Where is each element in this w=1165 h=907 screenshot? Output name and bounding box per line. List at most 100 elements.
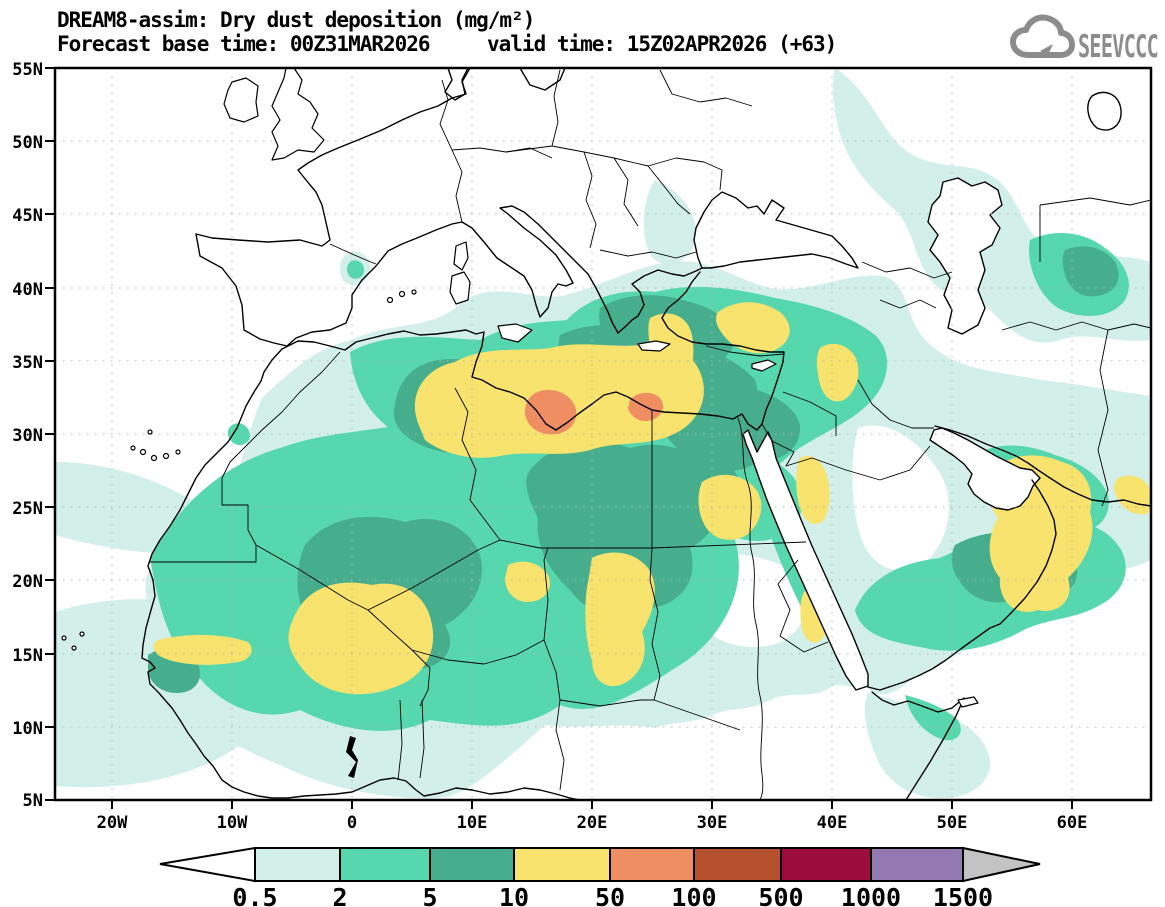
colorbar-segment-50-100 bbox=[609, 847, 695, 882]
canary-island bbox=[139, 448, 147, 456]
border-line bbox=[583, 151, 597, 249]
dust-region bbox=[643, 180, 696, 265]
dust-region bbox=[505, 561, 550, 603]
border-line bbox=[255, 539, 501, 611]
colorbar: 0.5 2 5 10 50 100 500 1000 1500 bbox=[159, 846, 1041, 907]
axis-ticks bbox=[45, 67, 1073, 809]
border-line bbox=[419, 699, 425, 779]
lat-tick-label: 50N bbox=[12, 133, 43, 153]
lon-tick-label: 0 bbox=[347, 813, 357, 833]
balearic-island bbox=[386, 296, 394, 304]
border-line bbox=[613, 157, 639, 227]
denmark-coastline bbox=[444, 68, 469, 101]
colorbar-tick-label: 500 bbox=[758, 883, 803, 907]
lat-tick-label: 45N bbox=[12, 206, 43, 226]
border-line bbox=[454, 387, 501, 541]
arabia-south-coastline bbox=[867, 479, 1057, 691]
border-line bbox=[599, 249, 697, 259]
lon-tick-label: 10W bbox=[217, 813, 248, 833]
border-line bbox=[559, 547, 661, 707]
great-britain bbox=[271, 68, 325, 161]
horn-of-africa-coastline bbox=[871, 691, 965, 800]
socotra bbox=[957, 696, 979, 708]
cape-verde-island bbox=[79, 631, 85, 637]
dust-region bbox=[585, 552, 655, 687]
lat-tick-label: 5N bbox=[23, 791, 43, 811]
colorbar-segment-1000-1500 bbox=[870, 847, 964, 882]
cloud-arrow-icon bbox=[1040, 44, 1053, 55]
border-line bbox=[761, 423, 931, 481]
dust-region bbox=[288, 582, 434, 695]
lat-tick-label: 55N bbox=[12, 60, 43, 80]
colorbar-segment-2-5 bbox=[339, 847, 431, 882]
lat-tick-label: 40N bbox=[12, 280, 43, 300]
border-line bbox=[879, 299, 937, 309]
colorbar-tick-label: 1000 bbox=[841, 883, 901, 907]
canary-island bbox=[150, 454, 158, 462]
lon-tick-label: 10E bbox=[457, 813, 488, 833]
madeira-island bbox=[147, 429, 153, 435]
colorbar-tick-label: 10 bbox=[499, 883, 529, 907]
border-line bbox=[499, 539, 652, 549]
canary-island bbox=[130, 445, 136, 451]
colorbar-segment-10-50 bbox=[513, 847, 611, 882]
border-line bbox=[782, 391, 837, 436]
iran-coastline bbox=[934, 425, 1151, 507]
coastlines bbox=[141, 68, 1151, 800]
border-line bbox=[150, 351, 341, 563]
dust-region bbox=[1062, 246, 1119, 297]
colorbar-segment-500-1000 bbox=[780, 847, 872, 882]
balearic-island bbox=[398, 290, 406, 298]
crete bbox=[637, 340, 671, 352]
dust-region bbox=[864, 692, 991, 799]
canary-island bbox=[175, 449, 181, 455]
dust-region bbox=[347, 260, 364, 279]
red-sea bbox=[742, 429, 869, 691]
border-line bbox=[439, 79, 463, 223]
border-line bbox=[857, 379, 934, 429]
sicily bbox=[497, 323, 533, 343]
logo-wordmark: SEEVCCC bbox=[1078, 29, 1158, 65]
border-line bbox=[505, 69, 561, 153]
colorbar-tick-label: 1500 bbox=[933, 883, 993, 907]
baltic-coastline bbox=[519, 68, 566, 91]
colorbar-tick-label: 5 bbox=[422, 883, 437, 907]
nile-river bbox=[737, 417, 764, 800]
lake-volta bbox=[346, 736, 358, 778]
graticule bbox=[55, 68, 1151, 800]
border-line bbox=[1097, 329, 1109, 507]
aral-sea bbox=[1087, 91, 1122, 131]
colorbar-tick-label: 50 bbox=[595, 883, 625, 907]
persian-gulf bbox=[929, 427, 1041, 511]
lon-tick-label: 40E bbox=[817, 813, 848, 833]
europe-africa-coastline bbox=[195, 68, 859, 347]
latitude-axis: 55N 50N 45N 40N 35N 30N 25N 20N 15N 10N … bbox=[12, 60, 43, 811]
title-line2-base-time: Forecast base time: 00Z31MAR2026 bbox=[57, 32, 430, 56]
colorbar-below-arrow bbox=[159, 846, 256, 883]
lat-tick-label: 20N bbox=[12, 572, 43, 592]
colorbar-beyond-arrow bbox=[962, 846, 1041, 883]
lat-tick-label: 30N bbox=[12, 426, 43, 446]
cape-verde-island bbox=[71, 645, 77, 651]
border-line bbox=[1001, 321, 1151, 331]
border-line bbox=[397, 699, 403, 781]
balearic-island bbox=[411, 289, 417, 295]
lat-tick-label: 15N bbox=[12, 646, 43, 666]
colorbar-tick-label: 100 bbox=[671, 883, 716, 907]
border-line bbox=[367, 609, 431, 707]
border-line bbox=[329, 243, 377, 265]
lon-tick-label: 60E bbox=[1057, 813, 1088, 833]
lon-tick-label: 20E bbox=[577, 813, 608, 833]
lat-tick-label: 10N bbox=[12, 719, 43, 739]
cape-verde-island bbox=[61, 635, 67, 641]
dust-region bbox=[816, 343, 859, 402]
rivers bbox=[346, 417, 764, 800]
caspian-sea bbox=[927, 177, 1003, 335]
colorbar-segment-5-10 bbox=[429, 847, 515, 882]
border-line bbox=[647, 165, 691, 215]
colorbar-segment-100-500 bbox=[693, 847, 782, 882]
lon-tick-label: 50E bbox=[937, 813, 968, 833]
ireland bbox=[223, 77, 259, 123]
